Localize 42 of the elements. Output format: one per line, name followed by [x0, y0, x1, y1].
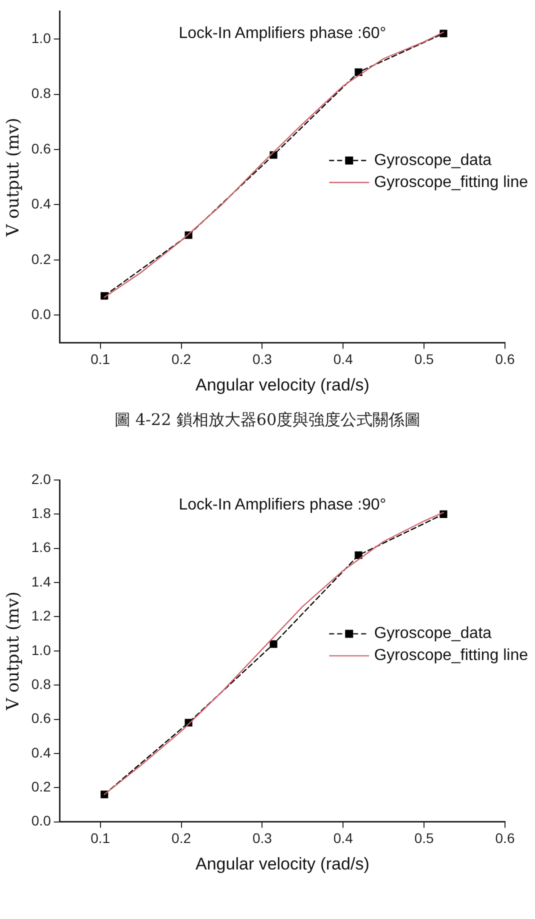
x-tick-label: 0.5	[414, 830, 434, 846]
legend-label: Gyroscope_data	[374, 625, 492, 642]
legend-label: Gyroscope_fitting line	[374, 647, 528, 664]
y-tick-label: 0.4	[31, 196, 52, 212]
y-tick-label: 0.8	[31, 85, 52, 102]
y-tick-label: 0.4	[31, 744, 52, 760]
point	[354, 551, 362, 559]
y-tick-label: 1.0	[31, 642, 52, 658]
y-tick-label: 1.2	[31, 608, 52, 624]
text: Lock-In Amplifiers phase :90°	[178, 496, 386, 514]
text: Lock-In Amplifiers phase :60°	[178, 24, 386, 42]
x-tick-label: 0.3	[252, 830, 272, 846]
x-tick-label: 0.1	[90, 830, 110, 846]
x-axis-title: Angular velocity (rad/s)	[196, 375, 370, 394]
x-tick-label: 0.2	[172, 351, 192, 368]
legend-label: Gyroscope_data	[374, 152, 492, 169]
y-axis-title: V output (mv)	[4, 592, 24, 712]
x-tick-label: 0.5	[414, 351, 434, 368]
point	[270, 640, 278, 648]
y-tick-label: 1.4	[31, 573, 52, 590]
y-tick-label: 1.6	[31, 539, 52, 556]
y-axis-title: V output (mv)	[4, 118, 24, 238]
y-tick-label: 0.2	[31, 778, 52, 794]
x-tick-label: 0.4	[333, 830, 354, 846]
x-tick-label: 0.4	[333, 351, 354, 368]
legend-label: Gyroscope_fitting line	[374, 174, 528, 191]
y-tick-label: 2.0	[31, 470, 52, 487]
y-tick-label: 1.0	[31, 30, 52, 46]
x-axis-title: Angular velocity (rad/s)	[196, 854, 370, 874]
y-tick-label: 0.0	[31, 812, 52, 829]
y-tick-label: 0.2	[31, 250, 52, 267]
y-tick-label: 0.8	[31, 676, 52, 692]
y-tick-label: 0.0	[31, 306, 52, 322]
y-tick-label: 1.8	[31, 505, 52, 522]
x-tick-label: 0.6	[495, 830, 515, 846]
x-tick-label: 0.3	[252, 351, 272, 368]
x-tick-label: 0.6	[495, 351, 515, 368]
y-tick-label: 0.6	[31, 710, 52, 726]
y-tick-label: 0.6	[31, 140, 52, 156]
x-tick-label: 0.2	[172, 830, 192, 846]
x-tick-label: 0.1	[90, 351, 110, 368]
caption: 圖 4-22 鎖相放大器60度與強度公式關係圖	[113, 409, 422, 431]
